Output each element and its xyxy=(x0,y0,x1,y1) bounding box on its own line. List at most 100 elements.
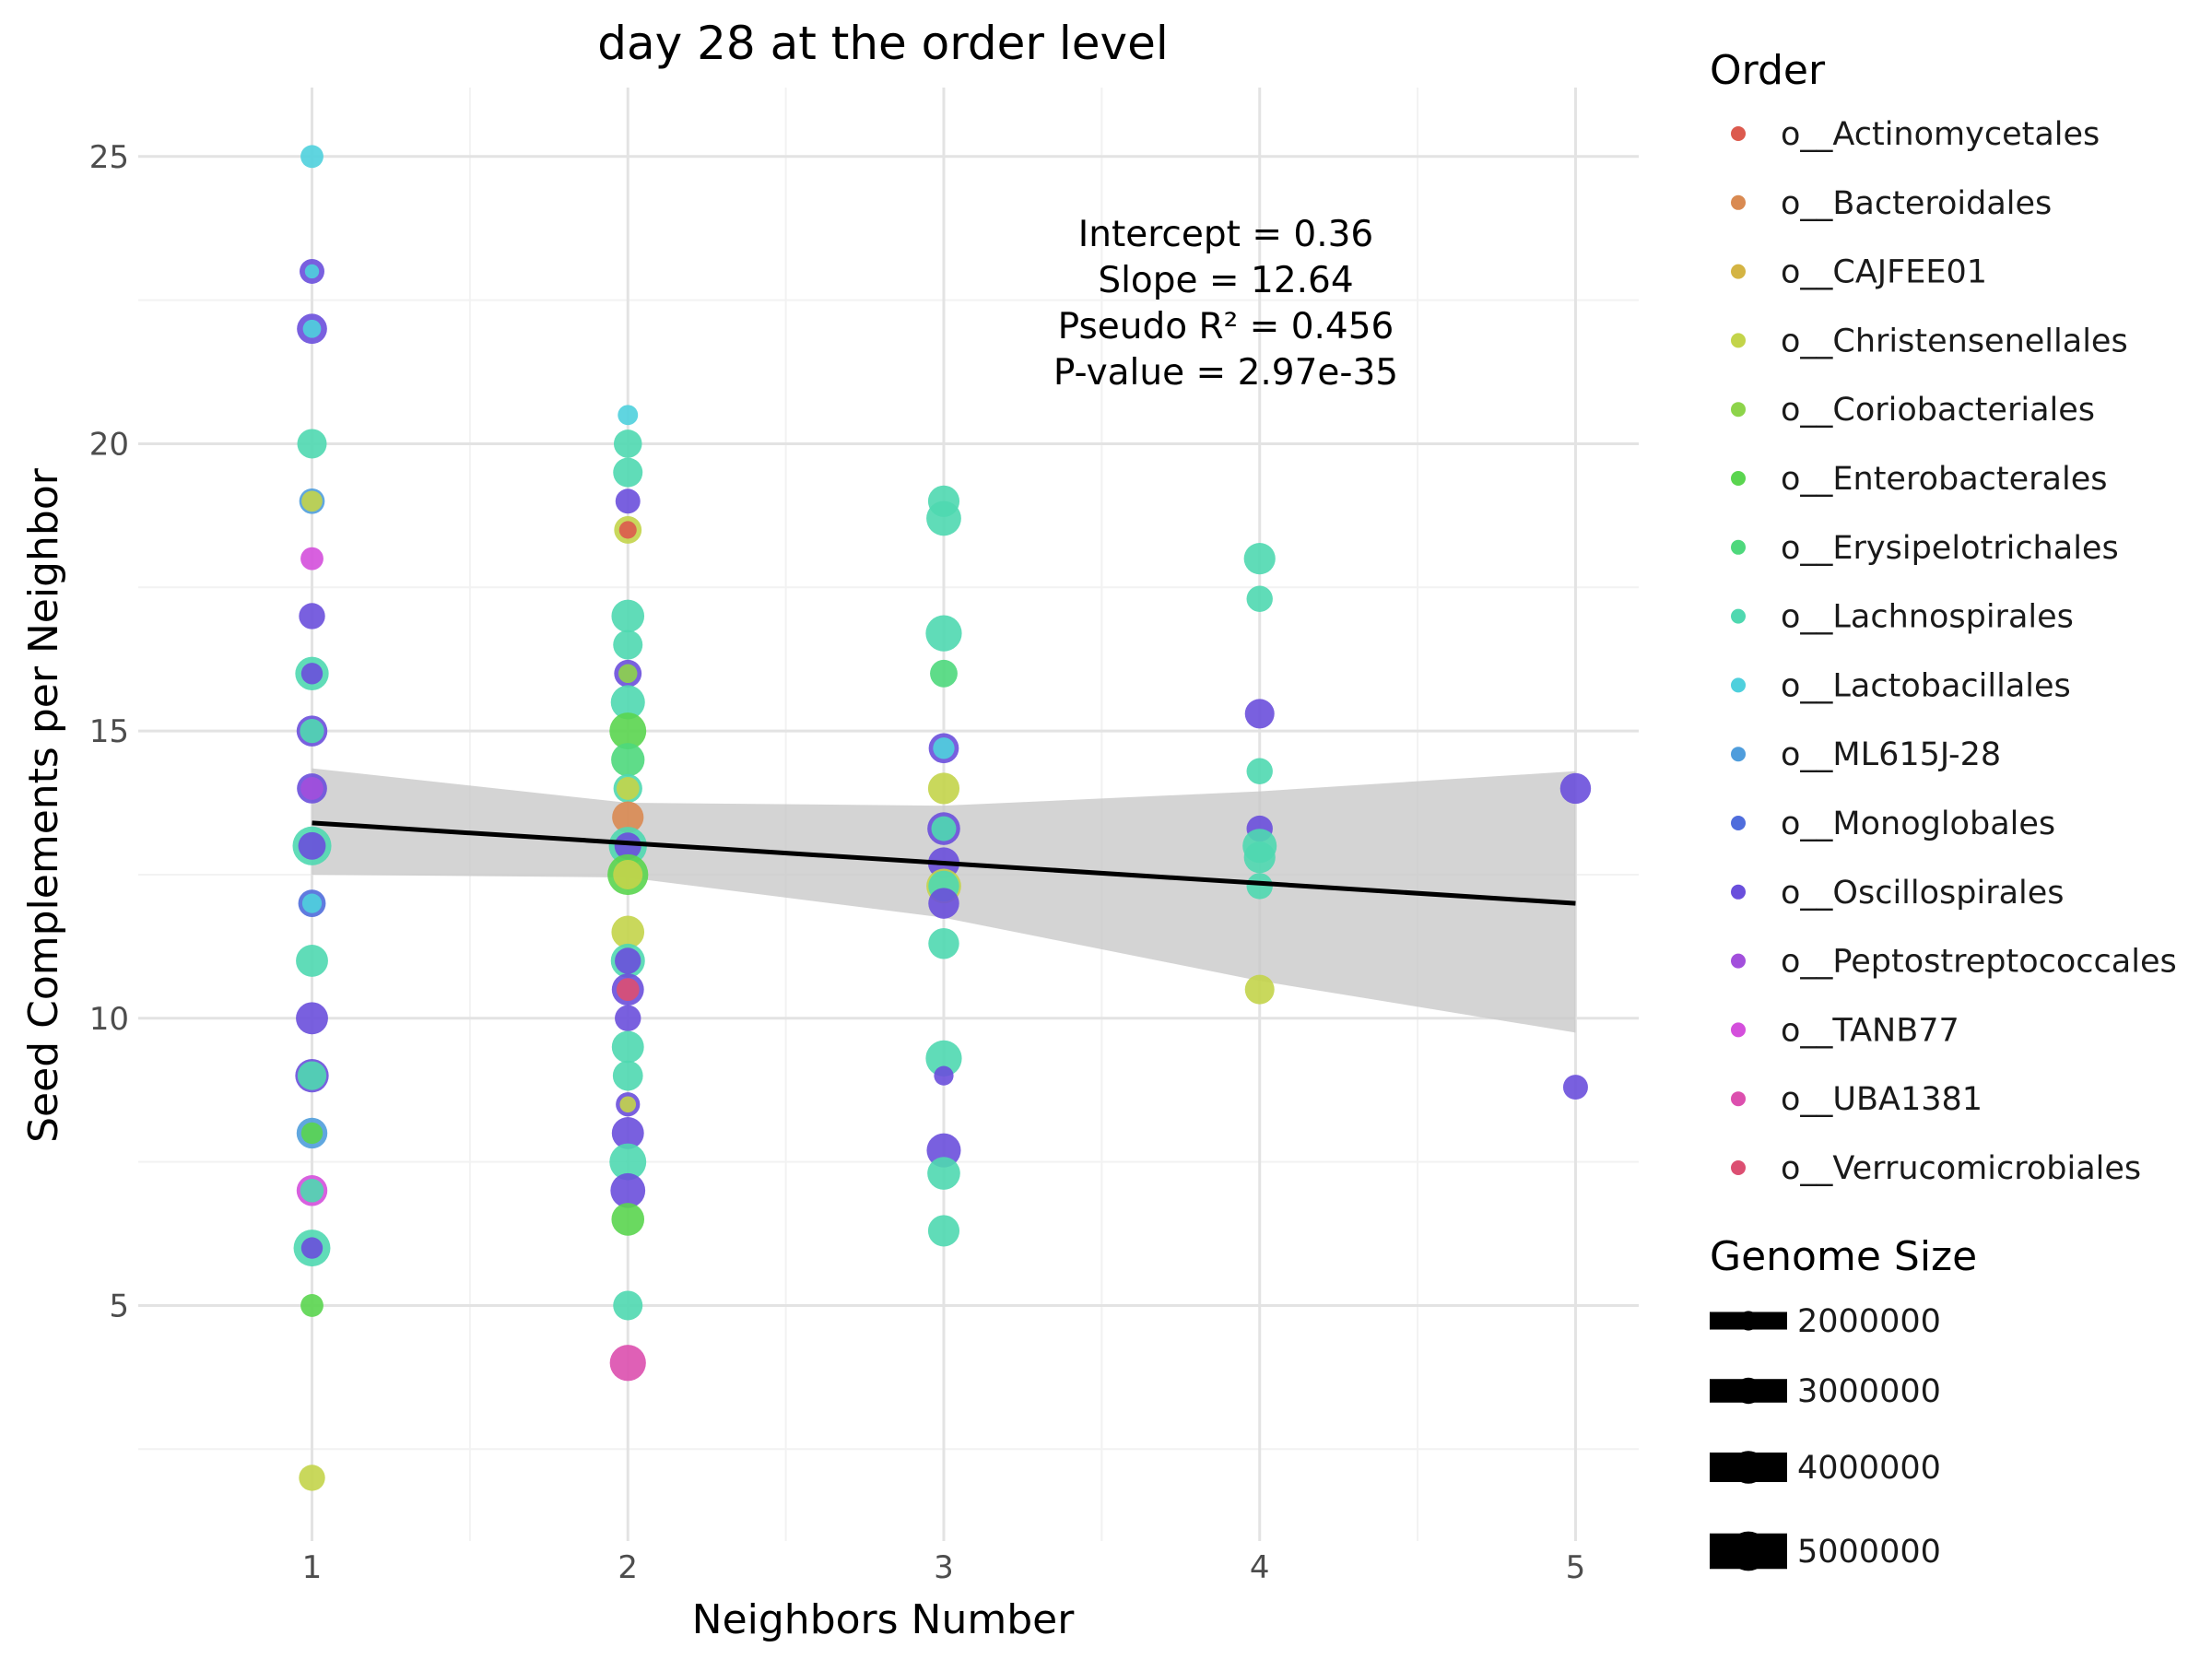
size-legend-items: 2000000 3000000 4000000 5000000 xyxy=(1710,1303,1941,1571)
y-tick-label: 20 xyxy=(89,426,129,463)
data-point xyxy=(297,429,327,459)
legend-color-label: o__Oscillospirales xyxy=(1781,875,2065,912)
data-point xyxy=(609,1345,646,1382)
legend-size-dot xyxy=(1728,1531,1769,1571)
annotation-pseudo-r2: Pseudo R² = 0.456 xyxy=(1058,306,1394,347)
data-point xyxy=(1243,841,1276,874)
data-point xyxy=(300,718,324,744)
legend-color-key xyxy=(1731,1091,1746,1107)
data-point xyxy=(300,663,324,685)
data-point xyxy=(298,831,326,860)
data-point xyxy=(611,743,645,777)
point-layer xyxy=(292,145,1592,1491)
data-point xyxy=(934,1065,954,1086)
x-tick-label: 3 xyxy=(934,1549,954,1586)
legend-color-key xyxy=(1731,126,1746,141)
legend-color-label: o__Actinomycetales xyxy=(1781,116,2100,153)
legend-color-key xyxy=(1731,884,1746,900)
data-point xyxy=(302,319,322,338)
color-legend-items: o__Actinomycetales o__Bacteroidales o__CAJ… xyxy=(1731,116,2177,1187)
data-point xyxy=(925,1040,962,1077)
legend-size-label: 2000000 xyxy=(1797,1303,1941,1340)
data-point xyxy=(611,1117,644,1149)
legend-color-key xyxy=(1731,677,1746,693)
y-tick-label: 5 xyxy=(109,1288,129,1324)
data-point xyxy=(618,521,637,539)
trend-line xyxy=(312,820,1576,906)
data-point xyxy=(613,629,643,660)
data-point xyxy=(618,405,639,426)
data-point xyxy=(614,832,641,860)
data-point xyxy=(609,712,647,750)
legend-color-label: o__Verrucomicrobiales xyxy=(1781,1150,2141,1187)
legend-color-key xyxy=(1731,608,1746,624)
legend-color-label: o__Peptostreptococcales xyxy=(1781,944,2177,981)
legend-color-label: o__Lactobacillales xyxy=(1781,667,2071,704)
annotation-slope: Slope = 12.64 xyxy=(1098,260,1353,301)
legend-color-label: o__Lachnospirales xyxy=(1781,599,2074,636)
legend-color-key xyxy=(1731,1160,1746,1175)
data-point xyxy=(933,737,955,759)
legend-color-key xyxy=(1731,264,1746,279)
data-point xyxy=(300,777,324,800)
data-point xyxy=(612,1060,643,1091)
data-point xyxy=(611,599,645,633)
data-point xyxy=(618,664,638,684)
annotation-p-value: P-value = 2.97e-35 xyxy=(1053,352,1398,394)
legend-color-label: o__Bacteroidales xyxy=(1781,185,2052,222)
data-point xyxy=(926,1133,961,1168)
data-point xyxy=(615,488,641,514)
data-point xyxy=(927,772,960,805)
data-point xyxy=(301,893,323,913)
data-point xyxy=(297,1061,327,1090)
legend-color-key xyxy=(1731,402,1746,418)
legend: Order o__Actinomycetales o__Bacteroidales… xyxy=(1710,47,2177,1571)
data-point xyxy=(1562,1075,1588,1100)
data-point xyxy=(296,1002,328,1035)
data-point xyxy=(611,915,645,949)
legend-color-label: o__Christensenellales xyxy=(1781,323,2128,359)
data-point xyxy=(612,801,644,833)
legend-color-label: o__Monoglobales xyxy=(1781,806,2055,842)
data-point xyxy=(300,547,324,571)
data-point xyxy=(300,145,324,169)
data-point xyxy=(1244,699,1275,729)
data-point xyxy=(613,429,642,458)
x-tick-label: 1 xyxy=(302,1549,323,1586)
data-point xyxy=(930,659,958,688)
data-point xyxy=(301,490,323,512)
data-point xyxy=(296,945,328,977)
data-point xyxy=(299,1465,325,1491)
y-tick-label: 25 xyxy=(89,139,129,176)
legend-color-label: o__ML615J-28 xyxy=(1781,736,2001,773)
legend-size-dot xyxy=(1738,1311,1759,1331)
data-point xyxy=(299,603,325,629)
x-tick-label: 5 xyxy=(1566,1549,1586,1586)
data-point xyxy=(1246,585,1273,612)
data-point xyxy=(613,1290,643,1321)
data-point xyxy=(1246,758,1273,784)
data-point xyxy=(613,859,643,889)
legend-size-dot xyxy=(1735,1377,1762,1405)
x-tick-label: 4 xyxy=(1250,1549,1270,1586)
x-axis-title: Neighbors Number xyxy=(692,1596,1076,1643)
data-point xyxy=(610,685,645,720)
tick-labels: 1 2 3 4 5 5 10 15 20 25 xyxy=(89,139,1586,1586)
y-axis-title: Seed Complements per Neighbor xyxy=(20,467,67,1143)
data-point xyxy=(1244,974,1275,1005)
data-point xyxy=(927,1157,960,1190)
legend-color-key xyxy=(1731,471,1746,486)
legend-color-label: o__UBA1381 xyxy=(1781,1081,1983,1118)
data-point xyxy=(300,1237,324,1259)
legend-size-label: 5000000 xyxy=(1797,1534,1941,1571)
legend-size-dot xyxy=(1732,1451,1765,1484)
y-tick-label: 15 xyxy=(89,713,129,750)
data-point xyxy=(927,1215,960,1247)
data-point xyxy=(928,928,959,959)
legend-color-key xyxy=(1731,194,1746,210)
size-legend-title: Genome Size xyxy=(1710,1233,1977,1280)
legend-color-label: o__Erysipelotrichales xyxy=(1781,530,2119,567)
stats-annotation: Intercept = 0.36 Slope = 12.64 Pseudo R²… xyxy=(1053,214,1398,394)
data-point xyxy=(1559,772,1592,805)
data-point xyxy=(611,1203,645,1236)
